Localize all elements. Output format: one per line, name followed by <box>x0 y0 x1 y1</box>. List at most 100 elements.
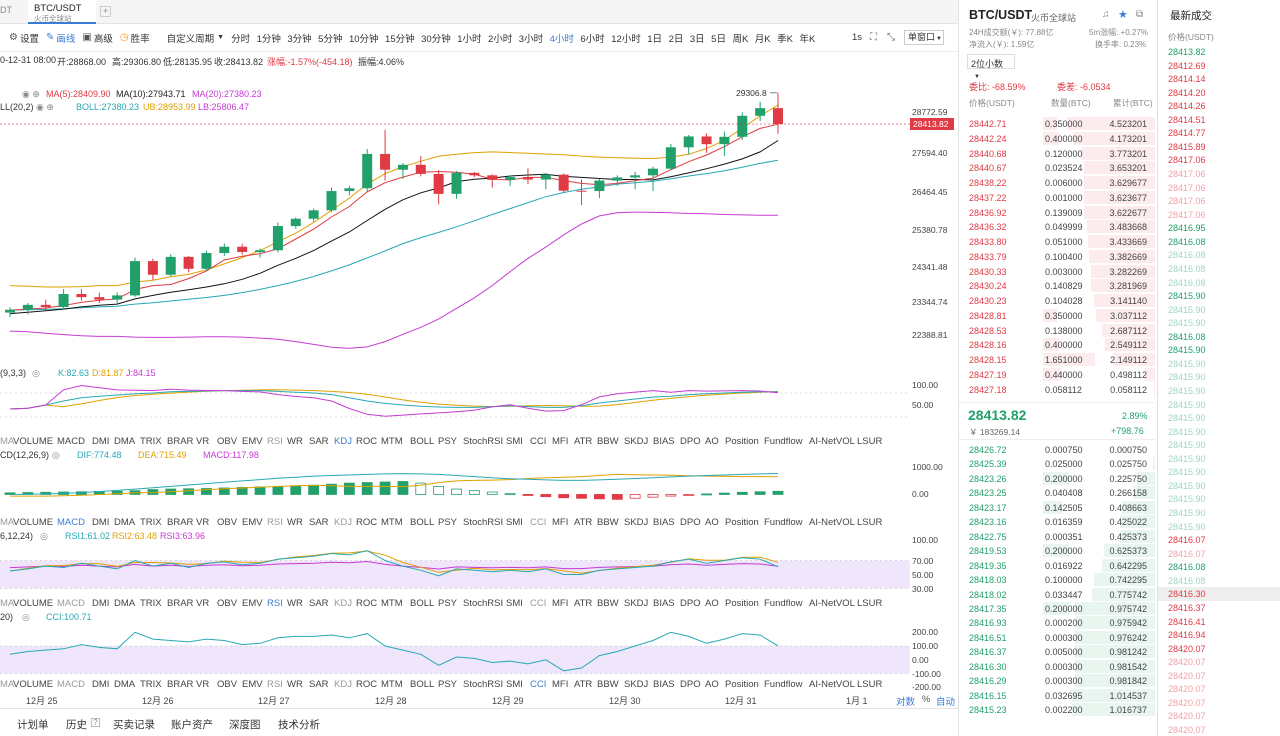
indicator-tab-position[interactable]: Position <box>725 679 759 690</box>
indicator-tab-kdj[interactable]: KDJ <box>334 517 352 528</box>
settings-icon[interactable]: ◎ <box>32 368 40 378</box>
custom-period-dropdown[interactable]: 自定义周期 ▼ <box>166 33 225 45</box>
indicator-tab-ma[interactable]: MA <box>0 598 15 609</box>
bottom-tab-0[interactable]: 计划单 <box>17 719 49 731</box>
indicator-tab-sar[interactable]: SAR <box>309 517 329 528</box>
indicator-tab-smi[interactable]: SMI <box>506 517 523 528</box>
indicator-tab-dpo[interactable]: DPO <box>680 598 701 609</box>
indicator-tab-stochrsi[interactable]: StochRSI <box>463 517 504 528</box>
indicator-tab-bbw[interactable]: BBW <box>597 436 619 447</box>
indicator-tab-ma[interactable]: MA <box>0 679 15 690</box>
indicator-tab-dma[interactable]: DMA <box>114 436 136 447</box>
indicator-tab-vr[interactable]: VR <box>196 517 210 528</box>
indicator-tab-boll[interactable]: BOLL <box>410 436 435 447</box>
indicator-tab-brar[interactable]: BRAR <box>167 598 194 609</box>
indicator-tab-rsi[interactable]: RSI <box>267 679 283 690</box>
indicator-tab-dpo[interactable]: DPO <box>680 679 701 690</box>
bid-row[interactable]: 28423.17 0.142505 0.408663 <box>959 500 1155 514</box>
ask-row[interactable]: 28428.15 1.651000 2.149112 <box>959 353 1155 366</box>
indicator-tab-macd[interactable]: MACD <box>57 517 85 528</box>
indicator-tab-brar[interactable]: BRAR <box>167 679 194 690</box>
settings-icon[interactable]: ◎ <box>40 531 48 541</box>
indicator-tab-dmi[interactable]: DMI <box>92 598 110 609</box>
ask-row[interactable]: 28430.33 0.003000 3.282269 <box>959 264 1155 278</box>
indicator-tab-macd[interactable]: MACD <box>57 598 85 609</box>
indicator-tab-cci[interactable]: CCI <box>530 598 547 609</box>
indicator-tab-atr[interactable]: ATR <box>574 436 593 447</box>
bid-row[interactable]: 28418.02 0.033447 0.775742 <box>959 587 1155 601</box>
tab-btc-usdt[interactable]: BTC/USDT 火币全球站 <box>28 0 96 24</box>
interval-20[interactable]: 年K <box>799 33 816 45</box>
indicator-tab-bias[interactable]: BIAS <box>653 679 675 690</box>
ask-row[interactable]: 28428.16 0.400000 2.549112 <box>959 338 1155 352</box>
interval-7[interactable]: 1小时 <box>457 33 482 45</box>
indicator-tab-position[interactable]: Position <box>725 436 759 447</box>
bid-row[interactable]: 28423.26 0.200000 0.225750 <box>959 471 1155 485</box>
indicator-tab-stochrsi[interactable]: StochRSI <box>463 436 504 447</box>
log-scale-toggle[interactable]: 对数 <box>896 697 916 708</box>
indicator-tab-trix[interactable]: TRIX <box>140 517 162 528</box>
indicator-tab-roc[interactable]: ROC <box>356 436 378 447</box>
ask-row[interactable]: 28433.79 0.100400 3.382669 <box>959 249 1155 263</box>
indicator-tab-skdj[interactable]: SKDJ <box>624 436 649 447</box>
interval-8[interactable]: 2小时 <box>488 33 513 45</box>
prev-tab[interactable]: DT <box>0 5 12 15</box>
bid-row[interactable]: 28422.75 0.000351 0.425373 <box>959 529 1155 543</box>
indicator-tab-roc[interactable]: ROC <box>356 679 378 690</box>
ask-row[interactable]: 28436.92 0.139009 3.622677 <box>959 205 1155 219</box>
interval-17[interactable]: 周K <box>732 33 749 45</box>
indicator-tab-smi[interactable]: SMI <box>506 679 523 690</box>
indicator-tab-dma[interactable]: DMA <box>114 517 136 528</box>
auto-toggle[interactable]: 自动 <box>936 697 956 708</box>
indicator-tab-fundflow[interactable]: Fundflow <box>764 517 803 528</box>
ask-row[interactable]: 28436.32 0.049999 3.483668 <box>959 220 1155 234</box>
fullscreen-icon[interactable]: ⛶ <box>870 32 877 43</box>
interval-16[interactable]: 5日 <box>711 33 726 45</box>
indicator-tab-obv[interactable]: OBV <box>217 517 238 528</box>
ask-row[interactable]: 28427.18 0.058112 0.058112 <box>959 382 1155 396</box>
indicator-tab-kdj[interactable]: KDJ <box>334 598 352 609</box>
bid-row[interactable]: 28419.35 0.016922 0.642295 <box>959 558 1155 572</box>
bid-row[interactable]: 28416.93 0.000200 0.975942 <box>959 616 1155 630</box>
indicator-tab-smi[interactable]: SMI <box>506 436 523 447</box>
indicator-tab-mtm[interactable]: MTM <box>381 598 403 609</box>
indicator-tab-fundflow[interactable]: Fundflow <box>764 679 803 690</box>
interval-6[interactable]: 30分钟 <box>421 33 451 45</box>
interval-0[interactable]: 分时 <box>231 33 251 45</box>
settings-icon[interactable]: ◎ <box>52 450 60 460</box>
indicator-tab-boll[interactable]: BOLL <box>410 679 435 690</box>
indicator-tab-cci[interactable]: CCI <box>530 679 547 690</box>
indicator-tab-ai-netvol[interactable]: AI-NetVOL <box>809 517 855 528</box>
indicator-tab-boll[interactable]: BOLL <box>410 598 435 609</box>
ask-row[interactable]: 28433.80 0.051000 3.433669 <box>959 235 1155 248</box>
interval-12[interactable]: 12小时 <box>611 33 641 45</box>
ask-row[interactable]: 28438.22 0.006000 3.629677 <box>959 176 1155 189</box>
indicator-tab-bbw[interactable]: BBW <box>597 679 619 690</box>
indicator-tab-ao[interactable]: AO <box>705 679 719 690</box>
indicator-tab-ao[interactable]: AO <box>705 598 719 609</box>
indicator-tab-bias[interactable]: BIAS <box>653 598 675 609</box>
indicator-tab-vr[interactable]: VR <box>196 679 210 690</box>
ask-row[interactable]: 28428.81 0.350000 3.037112 <box>959 308 1155 322</box>
indicator-tab-macd[interactable]: MACD <box>57 436 85 447</box>
indicator-tab-skdj[interactable]: SKDJ <box>624 598 649 609</box>
indicator-tab-psy[interactable]: PSY <box>438 679 458 690</box>
indicator-tab-sar[interactable]: SAR <box>309 436 329 447</box>
bell-icon[interactable]: ♫ <box>1102 9 1110 20</box>
bottom-tab-2[interactable]: 买卖记录 <box>113 719 155 731</box>
indicator-tab-emv[interactable]: EMV <box>242 679 263 690</box>
bottom-tab-1[interactable]: 历史 <box>66 719 87 731</box>
indicator-tab-cci[interactable]: CCI <box>530 517 547 528</box>
indicator-tab-ai-netvol[interactable]: AI-NetVOL <box>809 598 855 609</box>
indicator-tab-dpo[interactable]: DPO <box>680 517 701 528</box>
bottom-tab-4[interactable]: 深度图 <box>229 719 261 731</box>
indicator-tab-psy[interactable]: PSY <box>438 598 458 609</box>
indicator-tab-lsur[interactable]: LSUR <box>857 598 883 609</box>
zoom-level[interactable]: 1s <box>852 32 863 43</box>
bid-row[interactable]: 28416.37 0.005000 0.981242 <box>959 645 1155 659</box>
precision-select[interactable]: 2位小数▼ <box>967 54 1015 80</box>
indicator-tab-kdj[interactable]: KDJ <box>334 436 352 447</box>
settings-icon[interactable]: ◎ <box>22 612 30 622</box>
ask-row[interactable]: 28442.71 0.350000 4.523201 <box>959 117 1155 130</box>
bottom-tab-3[interactable]: 账户资产 <box>171 719 213 731</box>
